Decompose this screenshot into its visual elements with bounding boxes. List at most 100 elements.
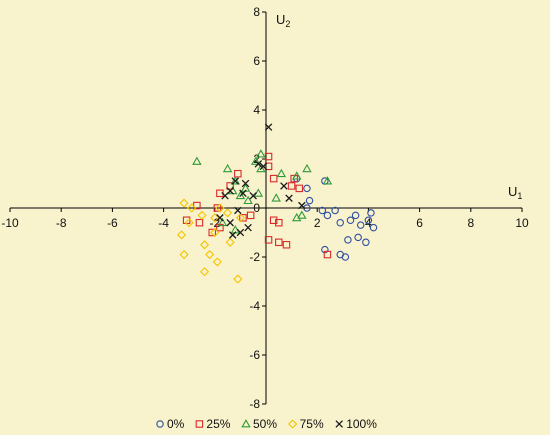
data-point-circle — [331, 206, 339, 215]
data-point-circle — [351, 211, 360, 220]
data-point-square — [264, 236, 273, 244]
x-axis-label-subscript: 1 — [517, 191, 522, 201]
data-point-square — [182, 216, 191, 225]
data-point-x — [264, 123, 273, 131]
data-point-triangle — [271, 193, 281, 202]
data-point-square — [234, 169, 242, 178]
x-tick-label: -8 — [56, 216, 67, 230]
y-tick-label: -4 — [249, 299, 260, 313]
data-point-square — [269, 174, 278, 183]
data-point-x — [231, 177, 240, 185]
data-point-triangle — [302, 163, 312, 173]
x-tick-label: -2 — [209, 216, 220, 230]
y-tick-label: 6 — [253, 54, 260, 68]
data-point-circle — [303, 184, 311, 193]
data-point-circle — [354, 233, 362, 242]
x-tick-label: 2 — [314, 216, 321, 230]
data-point-diamond — [215, 203, 225, 213]
data-point-circle — [346, 216, 355, 225]
x-tick-label: -6 — [107, 216, 118, 230]
data-point-triangle — [256, 163, 266, 173]
data-point-x — [228, 231, 237, 239]
data-point-diamond — [179, 249, 189, 260]
data-point-diamond — [199, 240, 210, 250]
data-point-square — [264, 162, 273, 171]
data-point-x — [249, 191, 257, 200]
data-point-x — [259, 162, 268, 171]
data-point-triangle — [297, 210, 307, 219]
data-point-diamond — [233, 274, 243, 284]
data-point-triangle — [256, 149, 266, 158]
data-point-circle — [305, 196, 314, 205]
data-point-square — [213, 204, 222, 212]
y-axis-label-subscript: 2 — [285, 19, 290, 29]
data-point-circle — [321, 245, 329, 254]
data-point-square — [226, 182, 234, 190]
y-tick-label: 4 — [253, 103, 260, 117]
y-tick-label: -8 — [249, 397, 260, 411]
data-point-circle — [323, 211, 332, 220]
legend-marker-square — [195, 420, 204, 428]
data-point-diamond — [212, 257, 222, 267]
data-point-circle — [362, 238, 370, 247]
data-point-triangle — [276, 168, 287, 178]
data-point-diamond — [223, 208, 233, 218]
data-point-triangle — [291, 171, 302, 180]
data-point-square — [323, 250, 332, 259]
data-point-circle — [369, 223, 378, 232]
data-point-x — [285, 194, 293, 202]
data-point-triangle — [230, 176, 241, 185]
data-point-triangle — [192, 156, 202, 165]
data-point-diamond — [205, 249, 215, 260]
legend-marker-diamond — [288, 419, 298, 429]
data-point-diamond — [184, 218, 194, 228]
data-point-circle — [344, 236, 352, 244]
legend-marker-triangle — [241, 419, 251, 428]
data-point-square — [275, 218, 283, 227]
data-point-square — [246, 211, 255, 220]
data-point-x — [298, 201, 306, 210]
data-point-square — [239, 214, 247, 222]
data-point-diamond — [210, 213, 220, 223]
legend-marker-x — [335, 420, 343, 428]
data-point-square — [269, 216, 278, 225]
data-point-diamond — [225, 237, 235, 247]
data-point-circle — [364, 216, 373, 225]
data-point-diamond — [187, 203, 197, 213]
data-point-triangle — [235, 190, 246, 200]
legend-label: 100% — [346, 417, 377, 431]
x-tick-label: 8 — [467, 216, 474, 230]
x-axis-label: U1 — [508, 184, 522, 201]
data-point-circle — [356, 221, 365, 229]
legend-label: 75% — [300, 417, 324, 431]
data-point-triangle — [222, 163, 233, 173]
x-tick-label: -4 — [158, 216, 169, 230]
data-point-circle — [341, 253, 350, 261]
data-point-circle — [318, 206, 327, 215]
data-point-x — [254, 160, 263, 168]
data-point-diamond — [235, 213, 245, 223]
data-point-triangle — [243, 195, 253, 205]
data-point-diamond — [210, 227, 220, 238]
data-point-triangle — [217, 217, 228, 227]
data-point-x — [239, 189, 247, 198]
x-tick-label: -10 — [1, 216, 19, 230]
data-point-diamond — [199, 267, 210, 277]
y-axis-label: U2 — [276, 12, 290, 29]
data-point-x — [221, 191, 229, 200]
y-tick-label: 8 — [253, 5, 260, 19]
data-point-diamond — [179, 198, 189, 208]
data-point-square — [287, 182, 296, 190]
data-point-x — [216, 214, 224, 222]
x-tick-label: 10 — [515, 216, 529, 230]
y-tick-label: -6 — [249, 348, 260, 362]
data-point-square — [195, 218, 204, 227]
legend-label: 50% — [253, 417, 277, 431]
data-point-square — [282, 241, 291, 249]
data-point-triangle — [322, 176, 333, 185]
origin-label: 0 — [253, 201, 260, 215]
data-point-diamond — [197, 210, 207, 220]
data-point-triangle — [251, 156, 261, 165]
